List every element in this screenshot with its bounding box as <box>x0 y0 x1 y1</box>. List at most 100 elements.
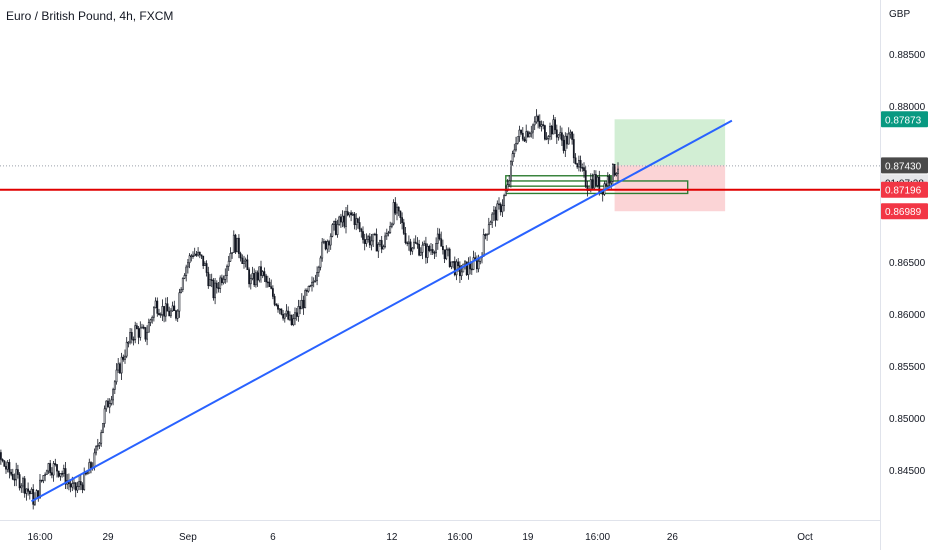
candle-body <box>79 481 82 486</box>
candle <box>538 114 541 129</box>
candle <box>413 238 415 250</box>
candle-body <box>96 445 99 447</box>
candle-body <box>549 125 551 137</box>
candle-body <box>219 277 222 289</box>
candle <box>27 482 30 496</box>
candle-body <box>382 246 385 250</box>
candle-body <box>256 272 259 281</box>
time-axis[interactable]: 16:00 29 Sep 6 12 16:00 19 16:00 26 Oct <box>0 520 880 544</box>
price-axis[interactable]: 0.88500 0.88000 0.86500 0.86000 0.85500 0.850… <box>880 0 932 550</box>
candle <box>562 134 565 154</box>
candle-body <box>95 446 98 454</box>
candle <box>217 281 220 293</box>
candle <box>299 300 302 315</box>
candle <box>547 135 550 145</box>
candle <box>581 163 584 172</box>
candle-body <box>119 363 121 374</box>
candle-body <box>205 263 208 273</box>
candle <box>81 482 84 494</box>
candle-body <box>506 184 509 192</box>
candle-body <box>554 119 557 131</box>
candle <box>566 132 568 149</box>
candle <box>45 469 48 475</box>
candle-body <box>197 251 200 256</box>
candle-body <box>373 233 376 236</box>
candle <box>129 327 132 345</box>
candle-body <box>482 234 485 257</box>
candle <box>98 441 101 449</box>
candle <box>20 483 23 493</box>
candle-body <box>464 261 466 265</box>
candle-body <box>285 310 288 315</box>
candle <box>421 241 424 260</box>
candle <box>363 233 366 251</box>
candle-body <box>76 486 79 491</box>
candle <box>596 175 599 188</box>
candle-body <box>390 223 393 227</box>
candle <box>113 380 116 395</box>
candle-body <box>406 242 409 245</box>
candle-body <box>102 423 104 433</box>
candle-body <box>363 239 366 244</box>
candle-body <box>300 299 303 310</box>
candle <box>251 266 254 281</box>
candle <box>555 124 558 144</box>
candle-body <box>416 242 419 245</box>
candle <box>572 133 575 164</box>
symbol-title[interactable]: Euro / British Pound, 4h, FXCM <box>6 9 174 23</box>
candle <box>447 247 449 257</box>
candle-body <box>185 266 188 276</box>
candle <box>326 239 329 254</box>
candle-body <box>365 239 368 244</box>
candle-body <box>509 161 512 182</box>
candle <box>509 160 512 188</box>
candle <box>569 129 572 139</box>
candle-body <box>25 488 28 494</box>
candle <box>346 204 349 217</box>
candle-body <box>200 254 203 257</box>
candle-body <box>336 224 339 235</box>
candle <box>453 256 456 277</box>
candle-body <box>399 210 402 218</box>
candle <box>584 165 587 189</box>
candle-body <box>540 124 543 127</box>
candle-body <box>322 241 325 243</box>
candle <box>258 266 261 283</box>
candle-body <box>511 153 514 162</box>
candle <box>79 475 82 491</box>
candle <box>370 234 373 251</box>
candle <box>533 116 536 131</box>
candle-body <box>518 129 521 138</box>
x-tick-label: 12 <box>386 532 398 543</box>
candle-body <box>331 224 334 237</box>
candle <box>411 246 414 255</box>
candle <box>144 327 147 342</box>
candle <box>161 299 164 322</box>
candle-body <box>608 176 611 184</box>
candle-body <box>397 206 400 212</box>
candle <box>119 362 121 374</box>
candle <box>90 461 92 474</box>
candle <box>266 275 269 288</box>
candle-body <box>418 244 421 256</box>
candle <box>49 459 52 476</box>
candle-body <box>170 310 172 317</box>
candle-body <box>86 472 89 475</box>
candle <box>407 235 410 251</box>
candle <box>57 470 60 478</box>
candle <box>28 490 31 500</box>
candle <box>142 324 145 330</box>
candle <box>487 217 490 236</box>
candle-body <box>124 355 126 360</box>
candle-body <box>273 296 276 305</box>
candle-body <box>263 271 266 277</box>
candle <box>263 267 266 282</box>
candle <box>273 293 276 307</box>
candle <box>550 124 553 140</box>
candle <box>146 325 149 346</box>
candle <box>491 212 494 229</box>
candle <box>438 228 441 241</box>
candle <box>204 261 206 266</box>
